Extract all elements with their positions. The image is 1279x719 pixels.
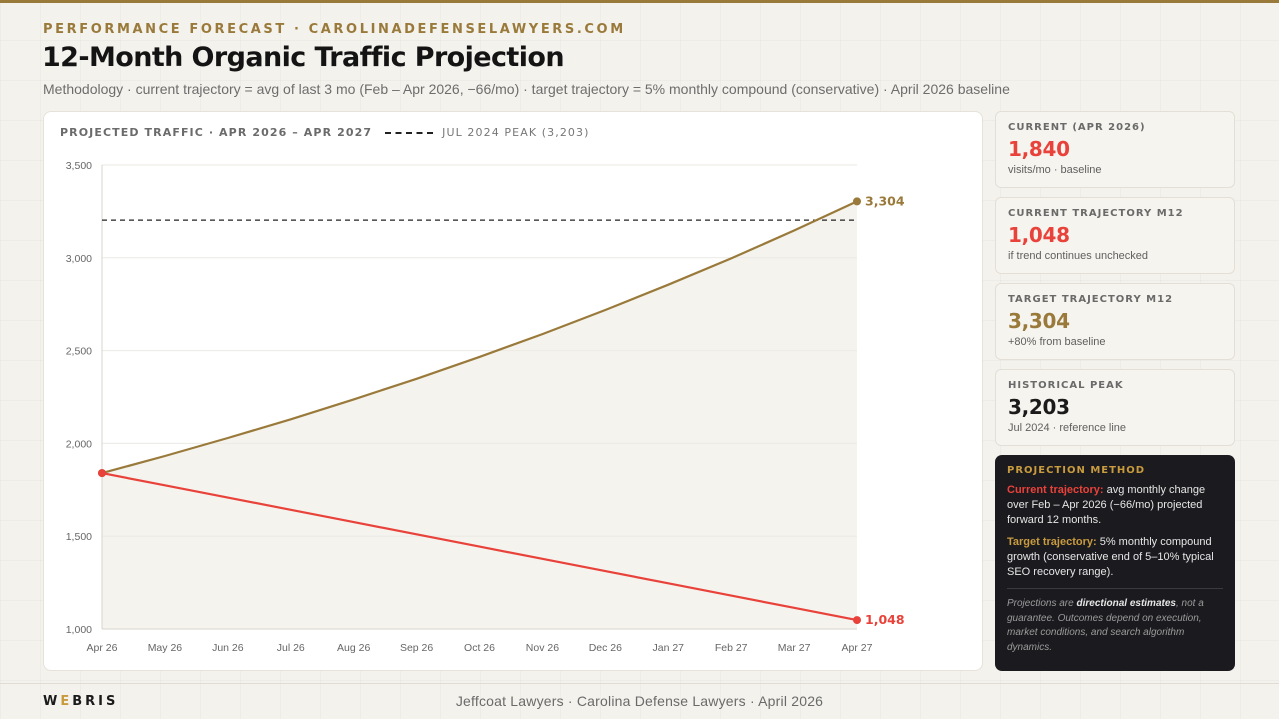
y-tick-label: 2,000 (66, 438, 92, 450)
stat-label: TARGET TRAJECTORY M12 (1008, 294, 1174, 305)
brand-accent: E (60, 694, 73, 709)
x-tick-label: Jul 26 (277, 642, 305, 654)
disclaimer-pre: Projections are (1007, 598, 1077, 609)
method-current-label: Current trajectory: (1007, 484, 1104, 496)
stat-note: visits/mo · baseline (1008, 164, 1102, 176)
method-disclaimer: Projections are directional estimates, n… (1007, 597, 1223, 655)
method-divider (1007, 588, 1223, 589)
top-accent-bar (0, 0, 1279, 3)
stat-card-historical-peak: HISTORICAL PEAK 3,203 Jul 2024 · referen… (995, 369, 1235, 446)
series-end-label-target: 3,304 (865, 193, 905, 208)
brand-part: BRIS (72, 694, 119, 709)
footer-divider (0, 683, 1279, 684)
x-tick-label: Feb 27 (715, 642, 748, 654)
disclaimer-bold: directional estimates (1076, 598, 1176, 609)
method-title: PROJECTION METHOD (1007, 465, 1146, 476)
page-subtitle: Methodology · current trajectory = avg o… (43, 81, 1010, 97)
y-tick-label: 2,500 (66, 346, 92, 358)
brand-logo: WEBRIS (43, 694, 118, 709)
peak-legend-swatch (385, 131, 434, 134)
x-tick-label: Jun 26 (212, 642, 244, 654)
method-current: Current trajectory: avg monthly change o… (1007, 483, 1223, 528)
x-tick-label: Dec 26 (589, 642, 622, 654)
stat-value: 1,048 (1008, 223, 1070, 247)
y-tick-label: 3,500 (66, 160, 92, 172)
x-tick-label: Oct 26 (464, 642, 495, 654)
projection-method-card: PROJECTION METHOD Current trajectory: av… (995, 455, 1235, 671)
x-tick-label: Apr 27 (842, 642, 873, 654)
stat-label: CURRENT (APR 2026) (1008, 122, 1146, 133)
stat-note: Jul 2024 · reference line (1008, 422, 1127, 434)
x-tick-label: Jan 27 (652, 642, 684, 654)
chart-header: PROJECTED TRAFFIC · APR 2026 – APR 2027 … (60, 126, 590, 139)
method-current-text: avg monthly change over Feb – Apr 2026 (… (1007, 484, 1206, 526)
stat-value: 3,304 (1008, 309, 1070, 333)
stat-label: HISTORICAL PEAK (1008, 380, 1124, 391)
stat-note: if trend continues unchecked (1008, 250, 1149, 262)
stat-value: 1,840 (1008, 137, 1070, 161)
method-target-text: 5% monthly compound growth (conservative… (1007, 536, 1214, 578)
x-tick-label: Mar 27 (778, 642, 811, 654)
y-tick-label: 1,000 (66, 624, 92, 636)
series-end-point-current (853, 616, 861, 625)
y-tick-label: 3,000 (66, 253, 92, 265)
eyebrow: PERFORMANCE FORECAST · CAROLINADEFENSELA… (43, 22, 626, 37)
brand-part: W (43, 694, 61, 709)
footer-text: Jeffcoat Lawyers · Carolina Defense Lawy… (455, 693, 824, 709)
x-tick-label: Aug 26 (337, 642, 370, 654)
stat-card-current: CURRENT (APR 2026) 1,840 visits/mo · bas… (995, 111, 1235, 188)
stat-value: 3,203 (1008, 395, 1070, 419)
series-line-target (101, 200, 858, 475)
traffic-chart: 1,000 1,500 2,000 2,500 3,000 3,500 Apr 26 May … (66, 160, 905, 654)
stat-note: +80% from baseline (1008, 336, 1106, 348)
target-area-fill (102, 201, 857, 629)
x-tick-label: Apr 26 (87, 642, 118, 654)
peak-legend-label: JUL 2024 PEAK (3,203) (442, 126, 590, 139)
chart-card: 1,000 1,500 2,000 2,500 3,000 3,500 Apr 26 May … (43, 111, 983, 671)
x-tick-label: May 26 (148, 642, 183, 654)
method-target-label: Target trajectory: (1007, 536, 1097, 548)
x-tick-label: Sep 26 (400, 642, 433, 654)
chart-title: PROJECTED TRAFFIC · APR 2026 – APR 2027 (60, 126, 373, 139)
method-target: Target trajectory: 5% monthly compound g… (1007, 535, 1223, 580)
stat-label: CURRENT TRAJECTORY M12 (1008, 208, 1184, 219)
series-end-point-target (853, 197, 861, 206)
series-end-label-current: 1,048 (865, 612, 905, 627)
disclaimer-post: , not a guarantee. Outcomes depend on ex… (1007, 598, 1204, 653)
stat-card-target-trajectory: TARGET TRAJECTORY M12 3,304 +80% from ba… (995, 283, 1235, 360)
series-start-point-current (98, 469, 106, 478)
stat-card-current-trajectory: CURRENT TRAJECTORY M12 1,048 if trend co… (995, 197, 1235, 274)
y-tick-label: 1,500 (66, 531, 92, 543)
series-line-current (101, 472, 858, 622)
page-title: 12-Month Organic Traffic Projection (42, 42, 565, 73)
x-tick-label: Nov 26 (526, 642, 559, 654)
